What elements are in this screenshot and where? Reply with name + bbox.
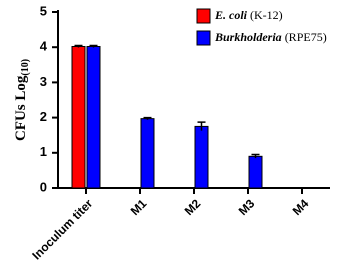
legend-swatch <box>196 8 211 24</box>
bar <box>71 45 86 189</box>
y-tick-label: 0 <box>40 179 47 194</box>
y-tick-label: 3 <box>40 74 47 89</box>
x-tick-label: M3 <box>236 196 258 218</box>
error-bar <box>89 44 98 48</box>
bar <box>248 155 263 189</box>
y-tick-label: 4 <box>40 39 48 54</box>
y-tick-label: 2 <box>40 109 47 124</box>
error-bar <box>251 153 260 159</box>
legend-swatch <box>196 30 211 46</box>
legend-label: E. coli (K-12) <box>214 8 283 22</box>
bar <box>194 125 209 189</box>
x-tick-label: M2 <box>182 196 204 218</box>
y-axis-label: CFUs Log(10) <box>13 59 31 141</box>
error-bar <box>197 121 206 131</box>
x-tick-label: M4 <box>290 196 312 218</box>
y-tick-label: 5 <box>40 3 47 18</box>
error-bar <box>143 116 152 120</box>
y-tick-label: 1 <box>40 144 47 159</box>
x-tick-label: M1 <box>128 196 150 218</box>
error-bar <box>74 44 83 48</box>
legend-label: Burkholderia (RPE75) <box>214 30 327 44</box>
x-tick-label: Inoculum titer <box>29 196 95 262</box>
bar <box>140 118 155 189</box>
bar <box>86 45 101 189</box>
